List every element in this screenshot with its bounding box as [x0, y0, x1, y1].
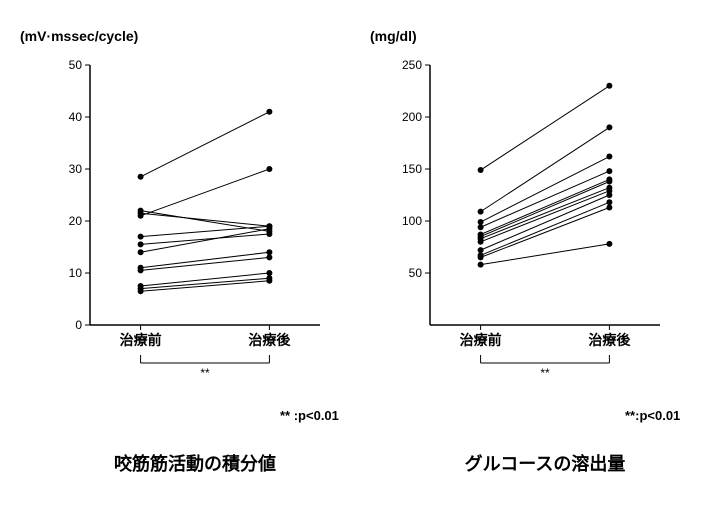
svg-text:150: 150: [402, 162, 422, 176]
svg-text:治療前: 治療前: [120, 332, 162, 348]
svg-text:250: 250: [402, 58, 422, 72]
left-title: 咬筋筋活動の積分値: [80, 450, 310, 476]
right-y-unit: (mg/dl): [370, 28, 417, 44]
right-chart: 50 100 150 200 250 治療前 治療後 **: [380, 55, 680, 395]
svg-text:100: 100: [402, 214, 422, 228]
svg-text:50: 50: [69, 58, 83, 72]
svg-text:治療後: 治療後: [248, 332, 291, 348]
svg-text:**: **: [540, 366, 550, 380]
right-sig-legend: **:p<0.01: [625, 408, 680, 423]
svg-text:40: 40: [69, 110, 83, 124]
figure-container: (mV·mssec/cycle) 0 10 20 30 40 50 治療前 治療後 ** ** …: [0, 0, 719, 523]
svg-text:10: 10: [69, 266, 83, 280]
left-chart: 0 10 20 30 40 50 治療前 治療後 **: [40, 55, 340, 395]
svg-text:治療前: 治療前: [460, 332, 502, 348]
left-sig-legend: ** :p<0.01: [280, 408, 339, 423]
svg-text:0: 0: [75, 318, 82, 332]
svg-text:200: 200: [402, 110, 422, 124]
left-y-unit: (mV·mssec/cycle): [20, 28, 138, 44]
right-title: グルコースの溶出量: [415, 450, 675, 476]
svg-text:**: **: [200, 366, 210, 380]
svg-text:50: 50: [409, 266, 423, 280]
svg-text:30: 30: [69, 162, 83, 176]
svg-text:治療後: 治療後: [588, 332, 631, 348]
svg-text:20: 20: [69, 214, 83, 228]
